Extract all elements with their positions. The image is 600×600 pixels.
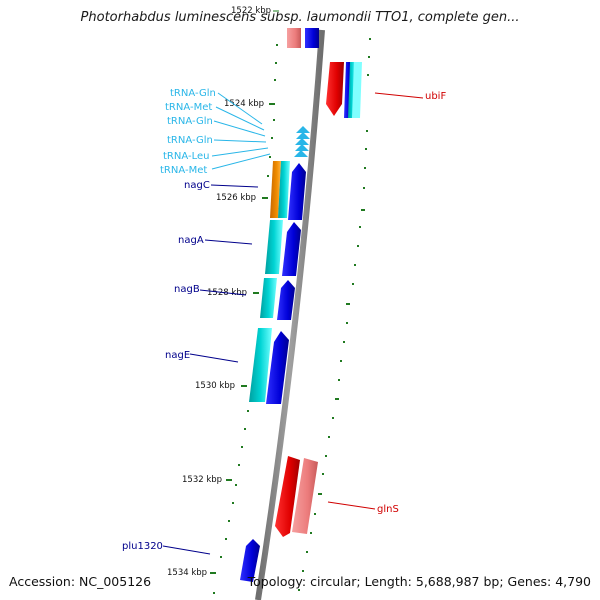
trna-label[interactable]: tRNA-Gln [167, 135, 213, 146]
trna-label[interactable]: tRNA-Leu [163, 151, 209, 162]
feature-nagC[interactable] [270, 161, 306, 220]
tick-1526: 1526 kbp [216, 193, 268, 203]
trna-leader-lines [211, 92, 271, 170]
feature-nagE[interactable] [249, 328, 289, 404]
feature-nagB[interactable] [260, 278, 295, 320]
gene-label-ubiF[interactable]: ubiF [425, 91, 446, 102]
tick-1524: 1524 kbp [224, 99, 275, 109]
tick-label-1524: 1524 kbp [224, 99, 264, 109]
outer-dotted-ring [298, 38, 371, 591]
feature-nagA[interactable] [265, 220, 301, 276]
feature-plu1320[interactable] [240, 539, 260, 582]
tick-1522: 1522 kbp [231, 6, 279, 16]
tick-1532: 1532 kbp [182, 475, 232, 485]
tick-label-1532: 1532 kbp [182, 475, 222, 485]
tick-label-1522: 1522 kbp [231, 6, 271, 16]
trna-cluster[interactable] [294, 126, 310, 157]
tick-label-1534: 1534 kbp [167, 568, 207, 578]
feature-ubiF[interactable] [326, 62, 362, 118]
tick-label-1526: 1526 kbp [216, 193, 256, 203]
trna-label[interactable]: tRNA-Met [165, 102, 212, 113]
gene-label-nagA[interactable]: nagA [178, 235, 204, 246]
gene-label-plu1320[interactable]: plu1320 [122, 541, 163, 552]
gene-label-glnS[interactable]: glnS [377, 504, 399, 515]
gene-label-nagE[interactable]: nagE [165, 350, 190, 361]
features-top-partial [287, 28, 319, 48]
tick-label-1530: 1530 kbp [195, 381, 235, 391]
map-title: Photorhabdus luminescens subsp. laumondi… [80, 10, 520, 25]
genome-backbone [255, 29, 325, 600]
trna-label[interactable]: tRNA-Gln [170, 88, 216, 99]
gene-arrow[interactable] [287, 28, 301, 48]
gene-label-nagB[interactable]: nagB [174, 284, 200, 295]
tick-1530: 1530 kbp [195, 381, 247, 391]
tick-1534: 1534 kbp [167, 568, 216, 578]
trna-label[interactable]: tRNA-Gln [167, 116, 213, 127]
feature-glnS[interactable] [275, 456, 318, 537]
gene-label-nagC[interactable]: nagC [184, 180, 210, 191]
tick-1528: 1528 kbp [207, 288, 259, 298]
trna-label[interactable]: tRNA-Met [160, 165, 207, 176]
gene-arrow[interactable] [305, 28, 319, 48]
accession-label: Accession: NC_005126 [9, 574, 152, 589]
genome-summary: Topology: circular; Length: 5,688,987 bp… [247, 574, 591, 589]
